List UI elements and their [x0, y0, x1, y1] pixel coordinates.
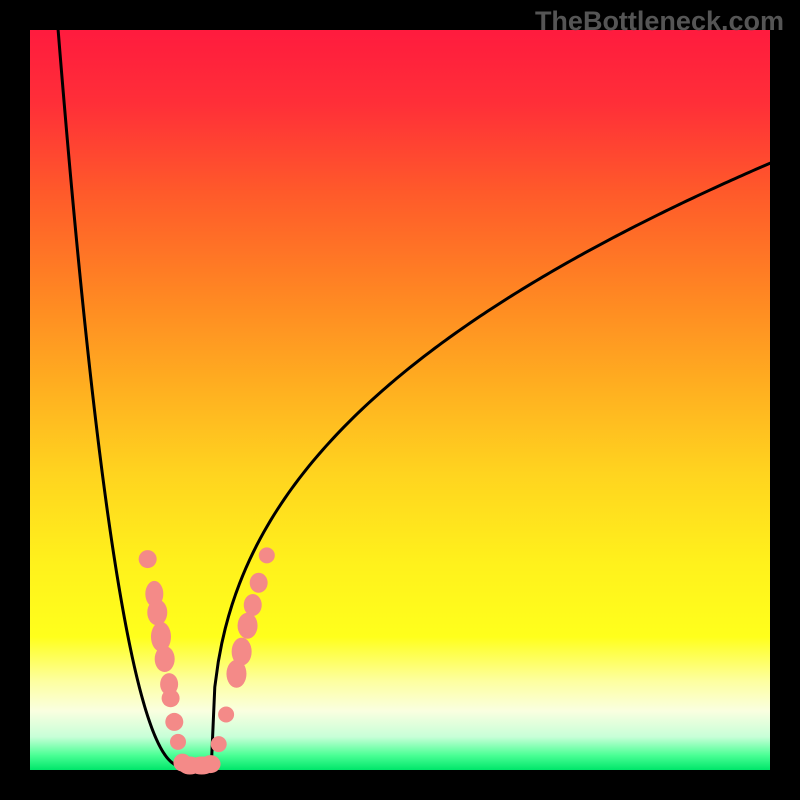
data-marker [211, 736, 227, 752]
chart-stage: TheBottleneck.com [0, 0, 800, 800]
data-marker [238, 613, 258, 639]
data-marker [147, 599, 167, 625]
data-marker [259, 547, 275, 563]
data-marker [155, 646, 175, 672]
data-marker [165, 713, 183, 731]
data-marker [139, 550, 157, 568]
data-marker [250, 573, 268, 593]
data-marker [218, 707, 234, 723]
data-marker [162, 689, 180, 707]
data-marker [170, 734, 186, 750]
data-marker [244, 594, 262, 616]
watermark-text: TheBottleneck.com [535, 6, 784, 37]
data-marker [201, 755, 221, 773]
svg-layer [0, 0, 800, 800]
data-marker [232, 638, 252, 666]
